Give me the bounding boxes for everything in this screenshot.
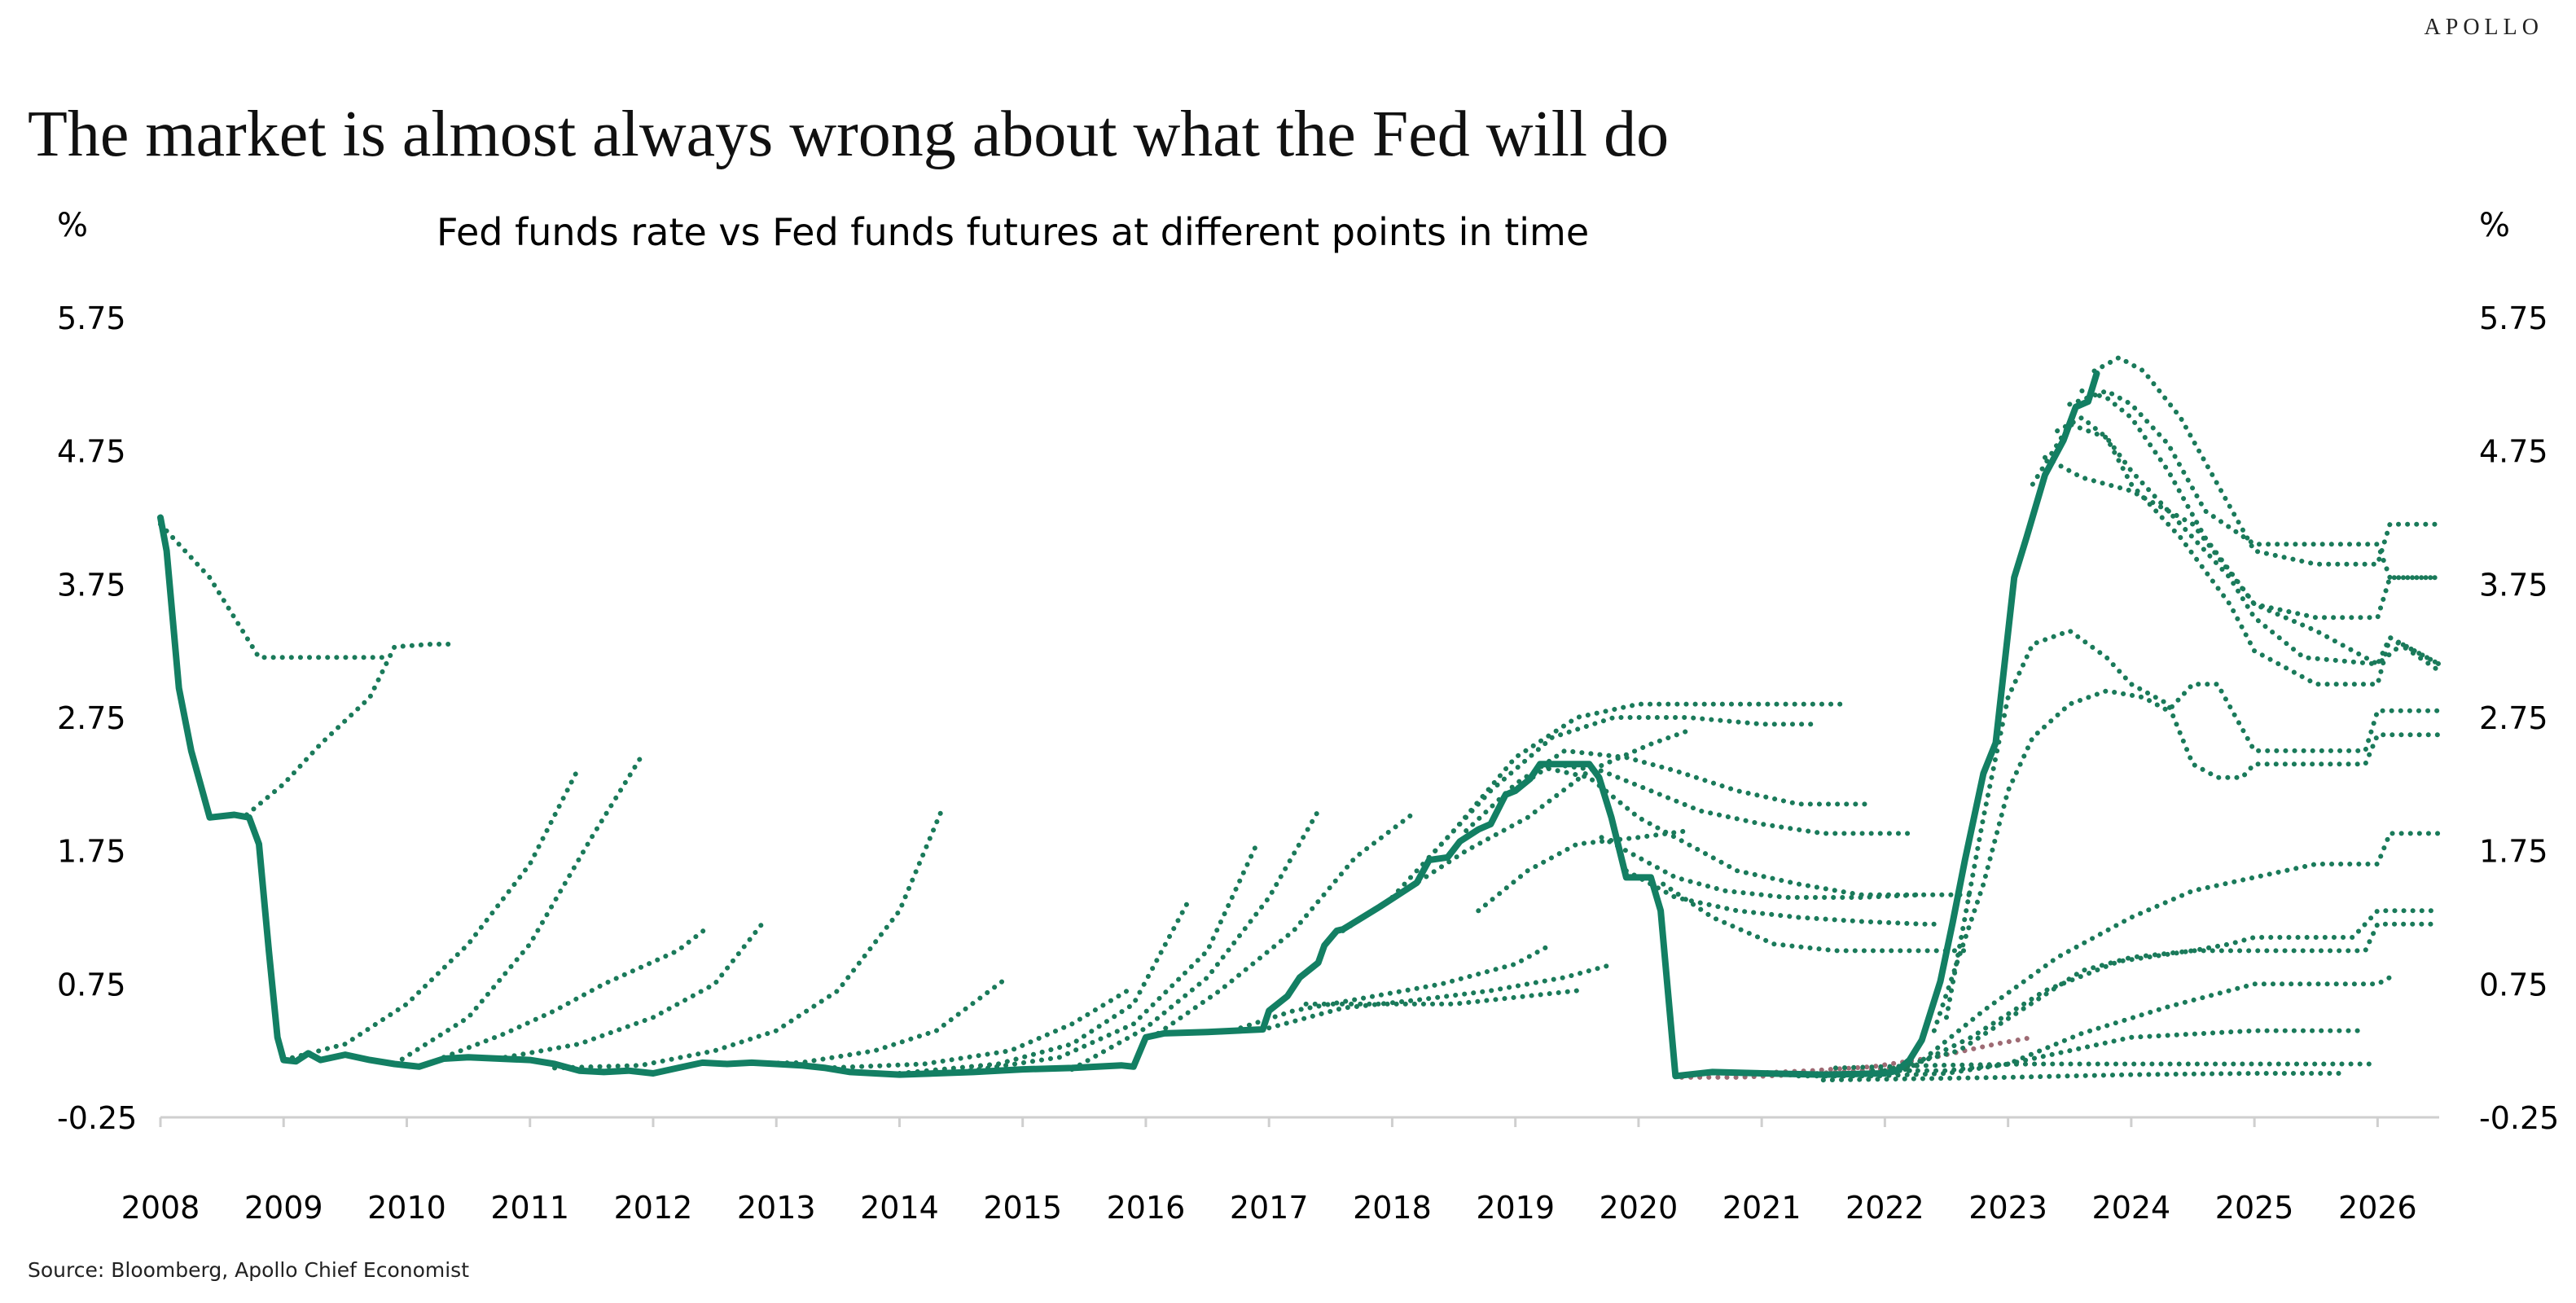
source-note: Source: Bloomberg, Apollo Chief Economis… bbox=[28, 1258, 470, 1282]
futures-curve-35 bbox=[1907, 831, 2442, 1073]
futures-series-group bbox=[158, 354, 2442, 1083]
y-tick-label-right: 3.75 bbox=[2479, 567, 2548, 603]
futures-curve-9 bbox=[823, 988, 1130, 1071]
futures-curve-22 bbox=[1476, 828, 1691, 914]
futures-curve-15 bbox=[1266, 961, 1617, 1031]
futures-curve-19 bbox=[1426, 715, 1820, 860]
y-tick-label-left: 3.75 bbox=[57, 567, 126, 603]
futures-curve-1 bbox=[158, 521, 385, 660]
futures-curve-36 bbox=[1931, 682, 2442, 1033]
y-tick-label-right: 4.75 bbox=[2479, 434, 2548, 470]
x-tick-label: 2015 bbox=[983, 1190, 1062, 1226]
x-tick-label: 2008 bbox=[121, 1190, 200, 1226]
y-tick-label-left: 4.75 bbox=[57, 434, 126, 470]
futures-curve-14 bbox=[1229, 941, 1555, 1033]
futures-curve-4 bbox=[392, 755, 643, 1067]
left-axis-unit: % bbox=[57, 207, 89, 244]
y-tick-label-right: 1.75 bbox=[2479, 834, 2548, 870]
futures-curve-31 bbox=[1820, 1071, 2343, 1083]
x-tick-label: 2016 bbox=[1107, 1190, 1186, 1226]
right-axis-unit: % bbox=[2479, 207, 2511, 244]
futures-curve-26 bbox=[1661, 881, 1974, 954]
futures-curve-2 bbox=[244, 642, 459, 818]
y-tick-label-left: -0.25 bbox=[57, 1100, 137, 1136]
y-tick-label-right: 2.75 bbox=[2479, 700, 2548, 736]
x-tick-label: 2014 bbox=[860, 1190, 939, 1226]
futures-curve-7 bbox=[552, 805, 946, 1071]
futures-curve-13 bbox=[1156, 808, 1420, 1036]
futures-curve-3 bbox=[281, 764, 582, 1063]
x-tick-label: 2025 bbox=[2215, 1190, 2294, 1226]
x-tick-label: 2019 bbox=[1476, 1190, 1555, 1226]
futures-curve-40 bbox=[2055, 415, 2442, 667]
futures-curve-5 bbox=[441, 924, 711, 1060]
futures-curve-23 bbox=[1537, 764, 1919, 897]
futures-curve-6 bbox=[502, 919, 767, 1060]
y-tick-label-left: 5.75 bbox=[57, 301, 126, 336]
y-tick-label-right: 5.75 bbox=[2479, 301, 2548, 336]
futures-curve-43 bbox=[2067, 388, 2442, 581]
y-tick-label-left: 1.75 bbox=[57, 834, 126, 870]
futures-curve-10 bbox=[897, 897, 1191, 1076]
x-tick-label: 2012 bbox=[614, 1190, 693, 1226]
futures-curve-29 bbox=[1796, 975, 2393, 1079]
right-y-axis-ticks: 5.75 4.75 3.75 2.75 1.75 0.75 -0.25 bbox=[2479, 301, 2559, 1136]
y-tick-label-left: 0.75 bbox=[57, 967, 126, 1002]
x-tick-label: 2026 bbox=[2338, 1190, 2417, 1226]
y-tick-label-right: 0.75 bbox=[2479, 967, 2548, 1002]
x-tick-label: 2020 bbox=[1600, 1190, 1679, 1226]
x-tick-label: 2011 bbox=[490, 1190, 569, 1226]
x-tick-label: 2021 bbox=[1722, 1190, 1801, 1226]
x-tick-label: 2018 bbox=[1353, 1190, 1432, 1226]
x-tick-label: 2024 bbox=[2092, 1190, 2171, 1226]
futures-curve-33 bbox=[1882, 908, 2442, 1073]
futures-curve-39 bbox=[2030, 421, 2442, 687]
chart-title: Fed funds rate vs Fed funds futures at d… bbox=[437, 210, 1590, 254]
x-tick-label: 2023 bbox=[1968, 1190, 2047, 1226]
x-tick-label: 2009 bbox=[244, 1190, 323, 1226]
x-axis bbox=[159, 1116, 2439, 1127]
fed-funds-rate-line bbox=[157, 370, 2100, 1080]
x-tick-label: 2017 bbox=[1230, 1190, 1309, 1226]
apollo-logo: APOLLO bbox=[2424, 15, 2543, 40]
y-tick-label-left: 2.75 bbox=[57, 700, 126, 736]
futures-curve-21 bbox=[1500, 761, 1912, 836]
y-tick-label-right: -0.25 bbox=[2479, 1100, 2559, 1136]
futures-curve-34 bbox=[1894, 921, 2442, 1076]
futures-curve-20 bbox=[1464, 748, 1869, 834]
futures-curve-41 bbox=[2079, 388, 2442, 621]
headline: The market is almost always wrong about … bbox=[28, 98, 1670, 170]
x-tick-label: 2013 bbox=[737, 1190, 816, 1226]
futures-curve-25 bbox=[1623, 868, 1937, 927]
futures-curve-37 bbox=[1944, 628, 2442, 1020]
x-axis-ticks: 2008 2009 2010 2011 2012 2013 2014 2015 2016 2017… bbox=[121, 1190, 2417, 1226]
x-tick-label: 2022 bbox=[1845, 1190, 1924, 1226]
left-y-axis-ticks: 5.75 4.75 3.75 2.75 1.75 0.75 -0.25 bbox=[57, 301, 137, 1136]
futures-curve-8 bbox=[712, 977, 1007, 1067]
futures-curve-42 bbox=[2091, 354, 2442, 567]
futures-curve-11 bbox=[959, 841, 1260, 1075]
x-tick-label: 2010 bbox=[367, 1190, 446, 1226]
actual-series-group bbox=[157, 370, 2100, 1080]
futures-curve-12 bbox=[1069, 808, 1321, 1073]
